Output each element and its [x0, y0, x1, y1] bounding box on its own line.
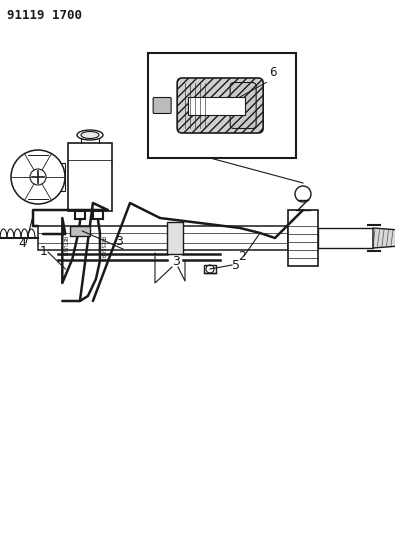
Ellipse shape — [77, 130, 103, 140]
Text: 3: 3 — [115, 235, 123, 248]
Bar — [148, 53, 296, 158]
Text: 3: 3 — [172, 255, 180, 268]
Polygon shape — [373, 228, 395, 248]
Text: 5: 5 — [232, 259, 240, 272]
Text: 2: 2 — [238, 250, 246, 263]
Text: 4: 4 — [18, 237, 26, 250]
Text: 6: 6 — [269, 66, 277, 79]
Text: 1: 1 — [40, 245, 48, 258]
Bar — [38, 226, 288, 250]
FancyBboxPatch shape — [230, 83, 256, 128]
Bar — [68, 143, 112, 211]
FancyBboxPatch shape — [153, 98, 171, 114]
Text: PRESSURE: PRESSURE — [100, 236, 104, 262]
Bar — [167, 222, 183, 254]
Bar — [188, 96, 245, 115]
Bar — [318, 228, 373, 248]
Bar — [288, 210, 318, 266]
Ellipse shape — [81, 132, 99, 139]
Bar — [70, 226, 90, 236]
Text: 91119 1700: 91119 1700 — [7, 9, 82, 22]
FancyBboxPatch shape — [177, 78, 263, 133]
Text: RETURN: RETURN — [62, 236, 67, 256]
Bar — [204, 265, 216, 273]
